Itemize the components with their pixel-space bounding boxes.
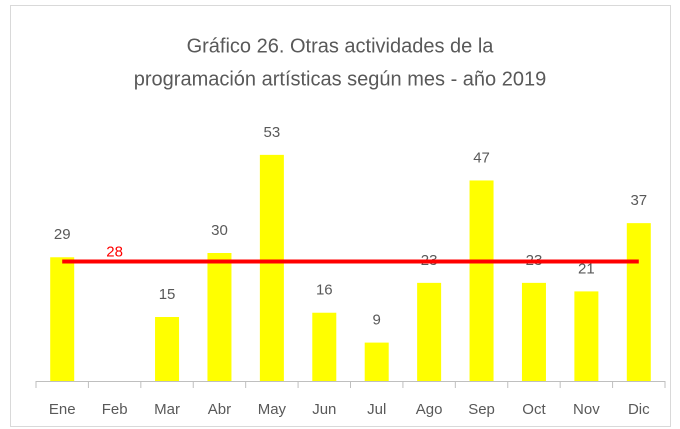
- bar: [626, 223, 651, 381]
- data-label: 21: [578, 260, 595, 277]
- x-tick-label: Dic: [628, 401, 650, 418]
- data-label: 37: [630, 192, 647, 209]
- bar: [207, 253, 232, 381]
- bar: [521, 282, 546, 381]
- data-label: 15: [159, 286, 176, 303]
- data-label: 29: [54, 226, 71, 243]
- bar: [259, 154, 284, 381]
- bar: [574, 291, 599, 381]
- data-label: 16: [316, 282, 333, 299]
- bar: [155, 317, 180, 381]
- chart-title: Gráfico 26. Otras actividades de la: [187, 35, 495, 57]
- bar: [312, 312, 337, 381]
- x-tick-label: Feb: [102, 401, 128, 418]
- bar: [469, 180, 494, 381]
- x-tick-label: Mar: [154, 401, 180, 418]
- data-label: 53: [264, 124, 281, 141]
- x-tick-label: May: [258, 401, 287, 418]
- x-tick-label: Jul: [367, 401, 386, 418]
- data-label: 30: [211, 222, 228, 239]
- x-tick-label: Ene: [49, 401, 76, 418]
- average-label: 28: [106, 244, 123, 261]
- x-tick-label: Abr: [208, 401, 231, 418]
- x-tick-label: Oct: [522, 401, 546, 418]
- bar: [364, 342, 389, 381]
- data-label: 9: [373, 312, 381, 329]
- x-tick-label: Jun: [312, 401, 336, 418]
- x-tick-label: Ago: [416, 401, 443, 418]
- data-label: 47: [473, 149, 490, 166]
- bar: [50, 257, 75, 381]
- x-tick-label: Sep: [468, 401, 495, 418]
- x-tick-label: Nov: [573, 401, 600, 418]
- bar: [417, 282, 442, 381]
- chart-border: [10, 5, 671, 427]
- chart-title: programación artísticas según mes - año …: [134, 68, 546, 90]
